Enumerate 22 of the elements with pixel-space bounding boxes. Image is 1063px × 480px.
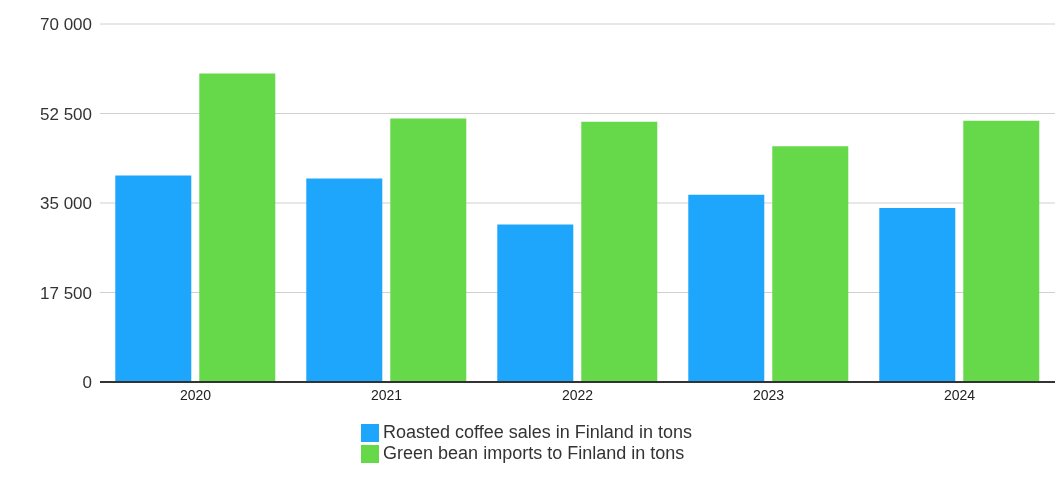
y-tick-label: 0 <box>82 373 92 393</box>
bar <box>199 73 276 382</box>
y-tick-label: 70 000 <box>40 15 92 35</box>
bar <box>581 121 658 382</box>
bar <box>115 175 192 382</box>
bar <box>306 178 383 382</box>
bar <box>497 224 574 382</box>
x-tick-label: 2024 <box>943 386 976 403</box>
legend-label: Roasted coffee sales in Finland in tons <box>383 422 692 442</box>
bar <box>963 120 1040 382</box>
y-tick-label: 52 500 <box>40 104 92 124</box>
bar <box>879 208 956 382</box>
x-tick-label: 2020 <box>179 386 212 403</box>
legend-label: Green bean imports to Finland in tons <box>383 443 685 463</box>
y-tick-label: 17 500 <box>40 283 92 303</box>
x-tick-label: 2021 <box>370 386 403 403</box>
bar <box>688 194 765 382</box>
x-tick-label: 2022 <box>561 386 594 403</box>
y-tick-label: 35 000 <box>40 194 92 214</box>
bar <box>390 118 467 382</box>
x-tick-label: 2023 <box>752 386 785 403</box>
bar <box>772 146 849 382</box>
